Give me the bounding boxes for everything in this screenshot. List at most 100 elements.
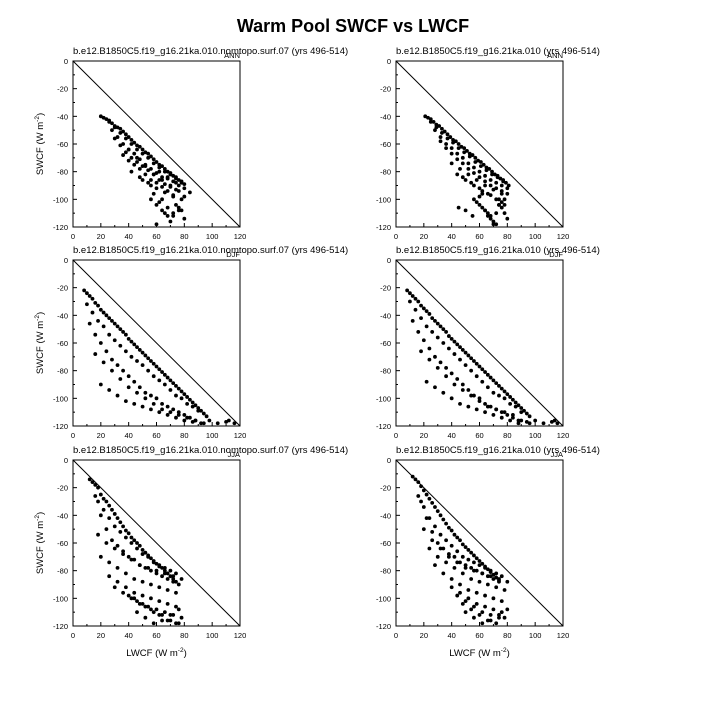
scatter-point xyxy=(431,119,436,124)
scatter-point xyxy=(446,334,451,338)
x-axis-label: LWCF (W m-2) xyxy=(126,647,186,659)
scatter-point xyxy=(505,413,510,417)
scatter-point xyxy=(135,155,139,160)
scatter-point xyxy=(140,593,145,598)
scatter-point xyxy=(149,178,153,182)
scatter-point xyxy=(162,211,167,216)
scatter-point xyxy=(449,528,454,533)
scatter-point xyxy=(502,197,507,202)
scatter-point xyxy=(165,577,170,581)
scatter-point xyxy=(455,560,460,565)
scatter-point xyxy=(474,200,479,205)
scatter-point xyxy=(441,341,446,345)
scatter-point xyxy=(151,172,156,177)
scatter-point xyxy=(458,357,462,362)
scatter-point xyxy=(430,316,435,320)
scatter-point xyxy=(416,480,421,485)
scatter-point xyxy=(149,582,153,587)
scatter-point xyxy=(463,178,468,182)
scatter-point xyxy=(146,155,151,160)
scatter-point xyxy=(179,197,184,202)
scatter-point xyxy=(115,393,120,398)
x-tick-label: 120 xyxy=(234,232,247,241)
scatter-point xyxy=(455,593,460,598)
scatter-point xyxy=(96,499,100,504)
scatter-point xyxy=(469,356,474,361)
scatter-point xyxy=(463,599,468,603)
scatter-point xyxy=(424,492,429,497)
scatter-point xyxy=(140,147,145,152)
scatter-point xyxy=(157,200,162,205)
y-tick-label: -40 xyxy=(57,112,68,121)
scatter-point xyxy=(444,374,448,379)
scatter-point xyxy=(137,601,142,606)
scatter-point xyxy=(508,395,513,399)
scatter-point xyxy=(85,291,89,296)
scatter-point xyxy=(502,202,507,207)
x-tick-label: 40 xyxy=(447,631,455,640)
scatter-point xyxy=(444,330,448,334)
scatter-point xyxy=(157,410,162,415)
scatter-point xyxy=(115,579,120,584)
y-tick-label: -120 xyxy=(53,223,68,232)
scatter-point xyxy=(524,411,529,416)
scatter-point xyxy=(477,175,482,180)
scatter-point xyxy=(477,194,482,199)
scatter-point xyxy=(480,205,485,210)
figure-title: Warm Pool SWCF vs LWCF xyxy=(237,16,469,36)
scatter-point xyxy=(477,364,482,369)
scatter-point xyxy=(490,169,494,174)
scatter-point xyxy=(160,407,164,412)
scatter-point xyxy=(462,150,467,155)
x-tick-label: 20 xyxy=(97,431,105,440)
scatter-point xyxy=(469,607,474,612)
scatter-point xyxy=(472,393,476,398)
scatter-point xyxy=(519,406,524,410)
reference-line xyxy=(72,459,241,627)
scatter-point xyxy=(154,186,159,191)
scatter-point xyxy=(196,406,201,410)
scatter-point xyxy=(469,180,474,185)
y-tick-label: -120 xyxy=(376,622,391,631)
scatter-point xyxy=(502,615,507,620)
reference-line xyxy=(395,459,564,627)
scatter-point xyxy=(438,324,443,329)
scatter-point xyxy=(154,202,159,207)
scatter-point xyxy=(478,160,483,164)
scatter-point xyxy=(466,161,471,166)
scatter-point xyxy=(446,346,451,351)
x-tick-label: 40 xyxy=(124,431,132,440)
scatter-point xyxy=(154,396,159,401)
y-tick-label: -60 xyxy=(57,539,68,548)
scatter-point xyxy=(149,359,153,363)
scatter-point xyxy=(474,361,479,366)
scatter-point xyxy=(146,180,151,185)
y-tick-label: -120 xyxy=(376,223,391,232)
scatter-point xyxy=(226,418,231,423)
scatter-point xyxy=(126,593,131,598)
scatter-point xyxy=(452,554,457,559)
panel-subtitle: b.e12.B1850C5.f19_g16.21ka.010.nomtopo.s… xyxy=(73,445,348,456)
scatter-point xyxy=(477,579,482,584)
scatter-point xyxy=(176,621,181,626)
scatter-point xyxy=(435,335,440,340)
scatter-point xyxy=(491,222,496,227)
y-tick-label: -120 xyxy=(376,422,391,431)
scatter-point xyxy=(455,377,460,381)
scatter-point xyxy=(154,607,159,612)
scatter-point xyxy=(115,516,120,520)
scatter-point xyxy=(160,208,164,213)
y-tick-label: -120 xyxy=(53,422,68,431)
scatter-point xyxy=(455,342,460,347)
panel-left-row1: b.e12.B1850C5.f19_g16.21ka.010.nomtopo.s… xyxy=(34,46,348,241)
scatter-point xyxy=(176,189,181,193)
scatter-point xyxy=(171,574,176,579)
scatter-point xyxy=(452,566,457,570)
scatter-point xyxy=(101,324,106,329)
scatter-point xyxy=(176,413,181,417)
scatter-point xyxy=(149,596,153,601)
x-tick-label: 80 xyxy=(503,232,511,241)
scatter-point xyxy=(174,579,178,584)
scatter-point xyxy=(499,183,504,188)
scatter-point xyxy=(87,477,92,482)
